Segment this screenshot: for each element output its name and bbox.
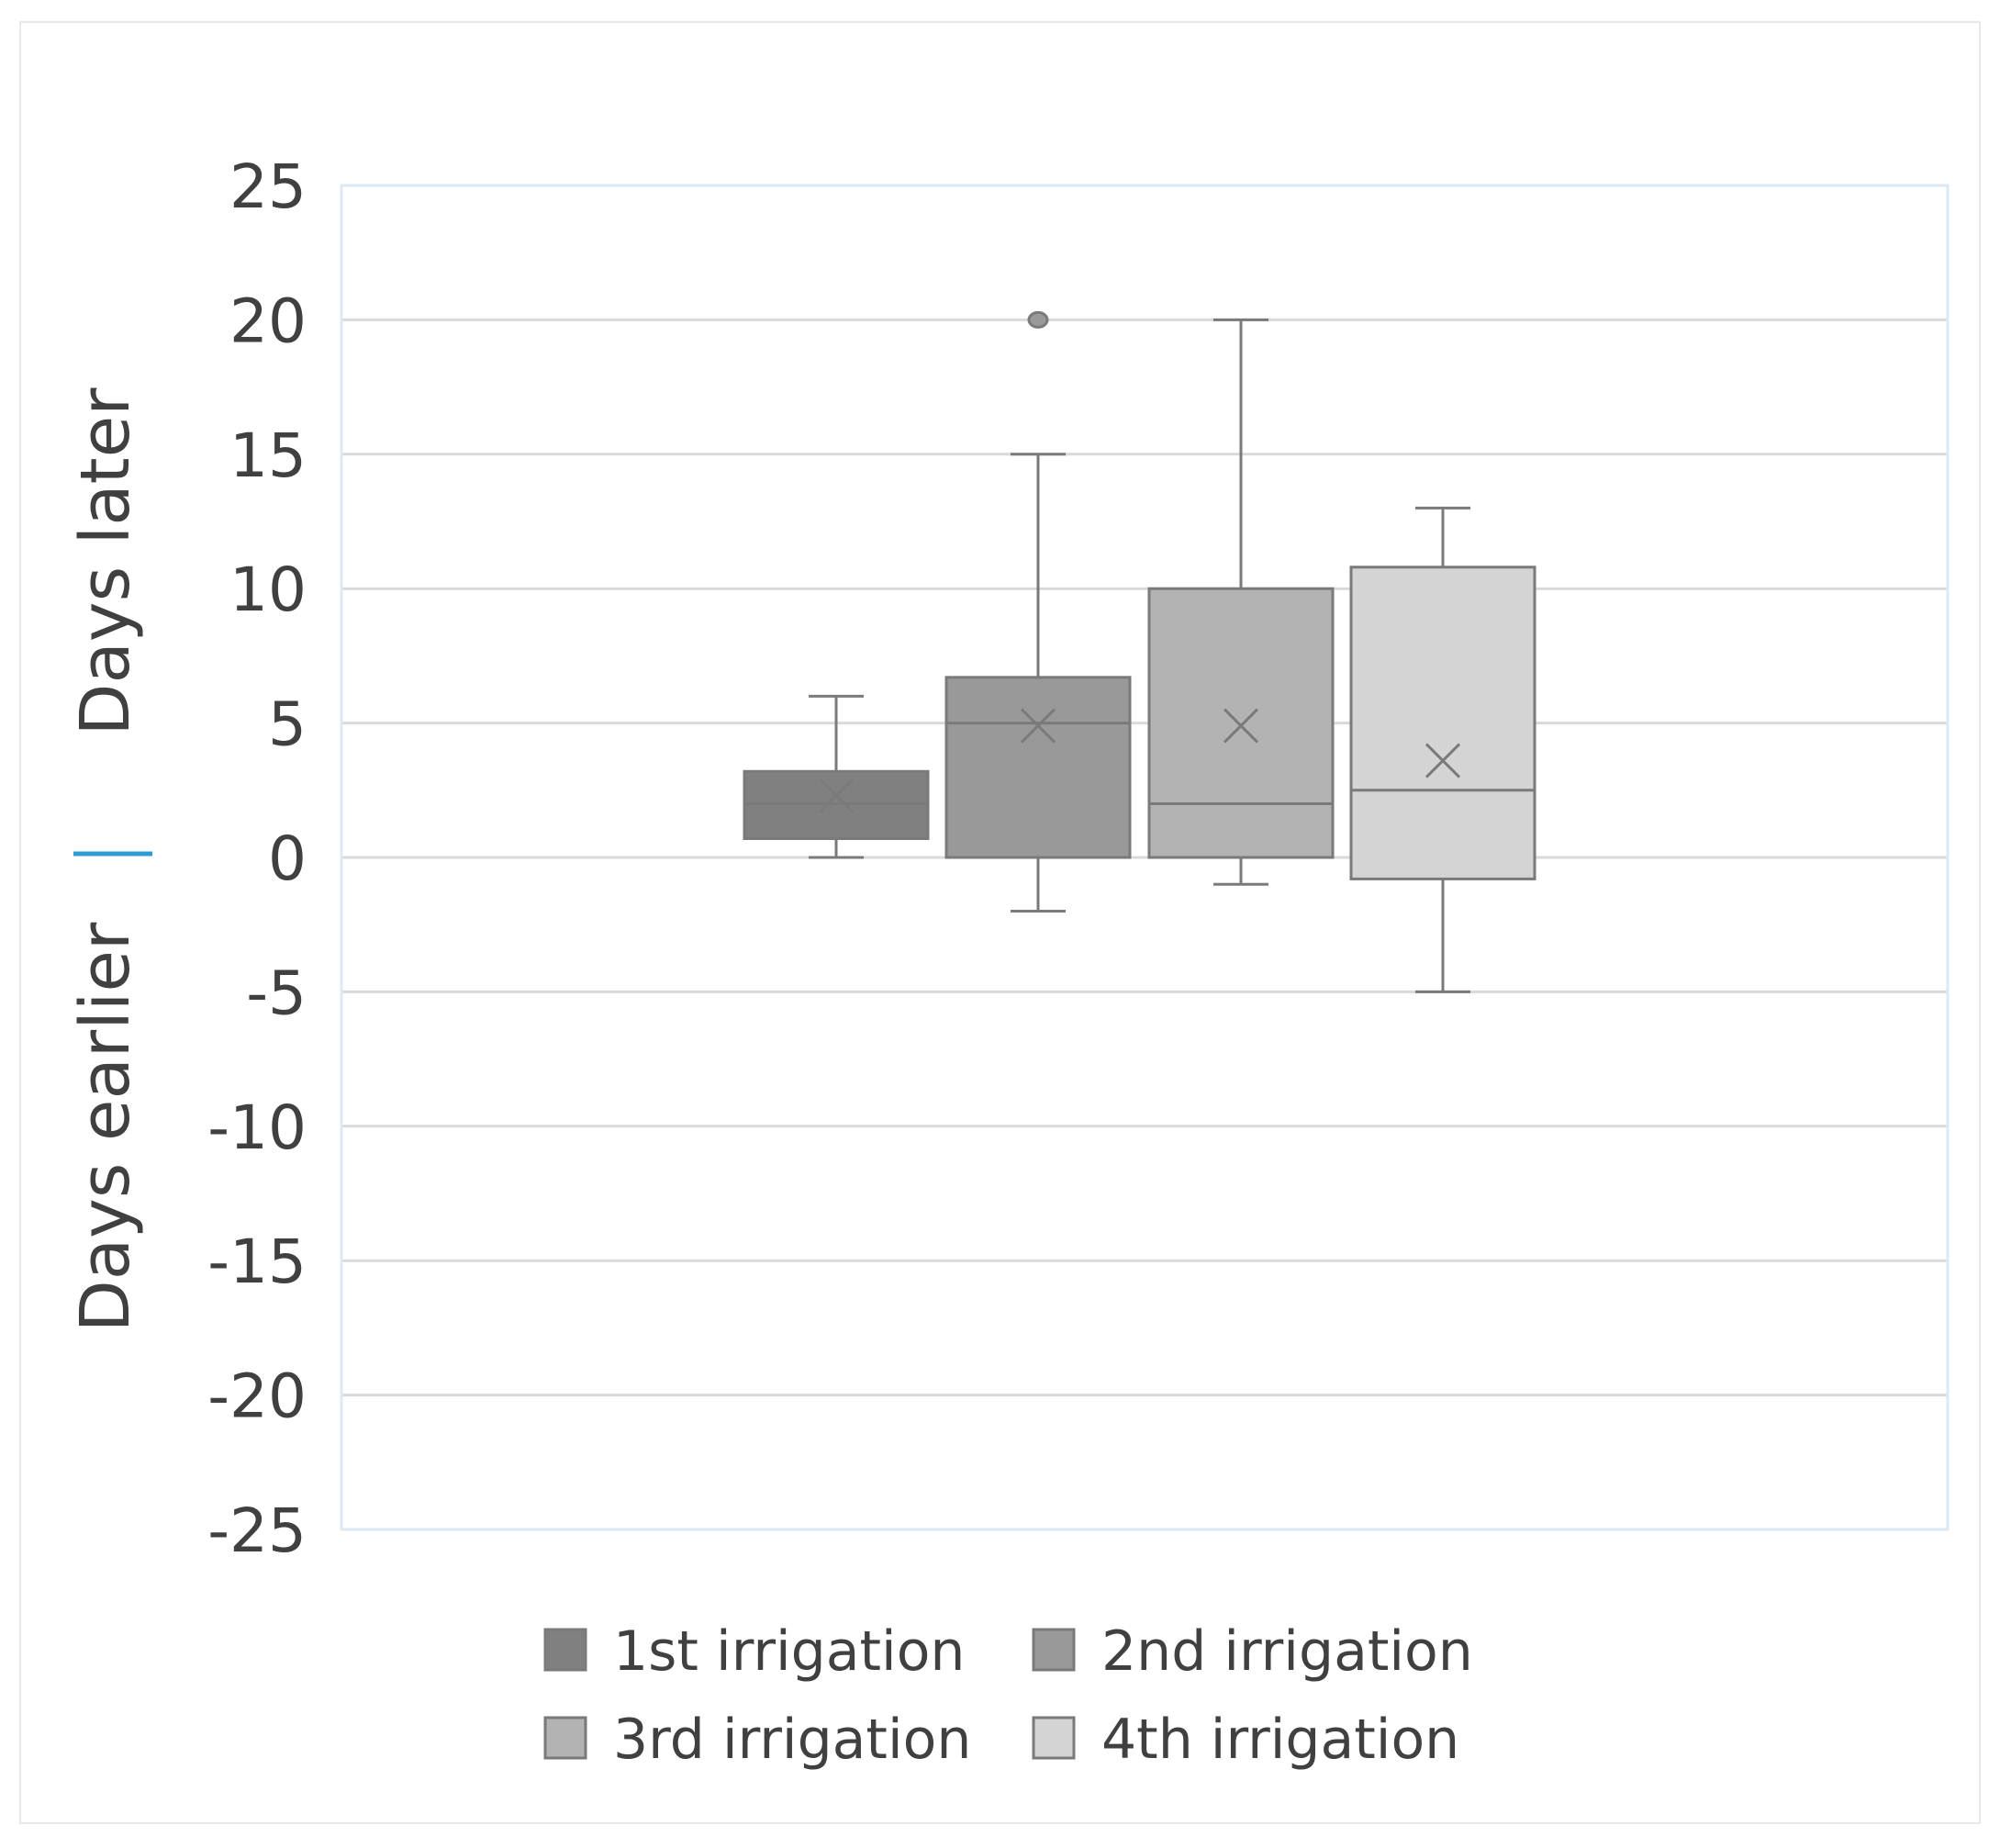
mean-marker [1020, 708, 1056, 744]
legend-swatch [543, 1716, 587, 1760]
box-iqr [1147, 587, 1335, 859]
legend-item: 2nd irrigation [1032, 1619, 1473, 1684]
legend-swatch [1032, 1628, 1076, 1672]
legend-swatch [543, 1628, 587, 1672]
y-axis-label-later: Days later [66, 387, 145, 736]
box-series [743, 694, 930, 859]
mean-marker [818, 778, 855, 813]
legend-label: 1st irrigation [613, 1619, 965, 1684]
mean-marker-stroke [1020, 708, 1056, 744]
legend-item: 1st irrigation [543, 1619, 965, 1684]
box-layer [743, 310, 1536, 993]
y-tick-label: 0 [268, 823, 307, 894]
y-tick-label: 5 [268, 689, 307, 760]
legend-swatch [1032, 1716, 1076, 1760]
y-tick-label: -15 [207, 1226, 307, 1297]
mean-marker-stroke [1425, 743, 1461, 778]
y-axis: 25 20 15 10 5 0 -5 -10 -15 -20 -25 [207, 151, 307, 1566]
legend-item: 3rd irrigation [543, 1708, 971, 1772]
mean-marker [1223, 708, 1259, 744]
y-tick-label: -25 [207, 1495, 307, 1566]
legend-item: 4th irrigation [1032, 1708, 1459, 1772]
grid-layer [341, 318, 1948, 1397]
mean-marker-stroke [818, 778, 855, 813]
y-tick-label: 15 [229, 420, 307, 491]
box-iqr [944, 676, 1132, 859]
legend-label: 2nd irrigation [1101, 1619, 1473, 1684]
y-axis-label-earlier: Days earlier [66, 922, 145, 1332]
box-series [1147, 318, 1335, 886]
box-iqr [1349, 566, 1536, 880]
outlier-point [1027, 310, 1049, 329]
y-tick-label: -20 [207, 1361, 307, 1432]
mean-marker [1425, 743, 1461, 778]
legend-label: 3rd irrigation [613, 1708, 971, 1772]
y-tick-label: -10 [207, 1092, 307, 1163]
y-tick-label: -5 [246, 958, 307, 1028]
box-series [1349, 506, 1536, 993]
outer-frame [19, 21, 1981, 1824]
y-tick-label: 10 [229, 554, 307, 625]
box-series [944, 310, 1132, 913]
plot-area [340, 184, 1950, 1531]
y-tick-label: 20 [229, 286, 307, 356]
legend: 1st irrigation 2nd irrigation 3rd irrigati… [543, 1619, 1473, 1772]
mean-marker-stroke [1223, 708, 1259, 744]
y-tick-label: 25 [229, 151, 307, 222]
legend-label: 4th irrigation [1101, 1708, 1459, 1772]
